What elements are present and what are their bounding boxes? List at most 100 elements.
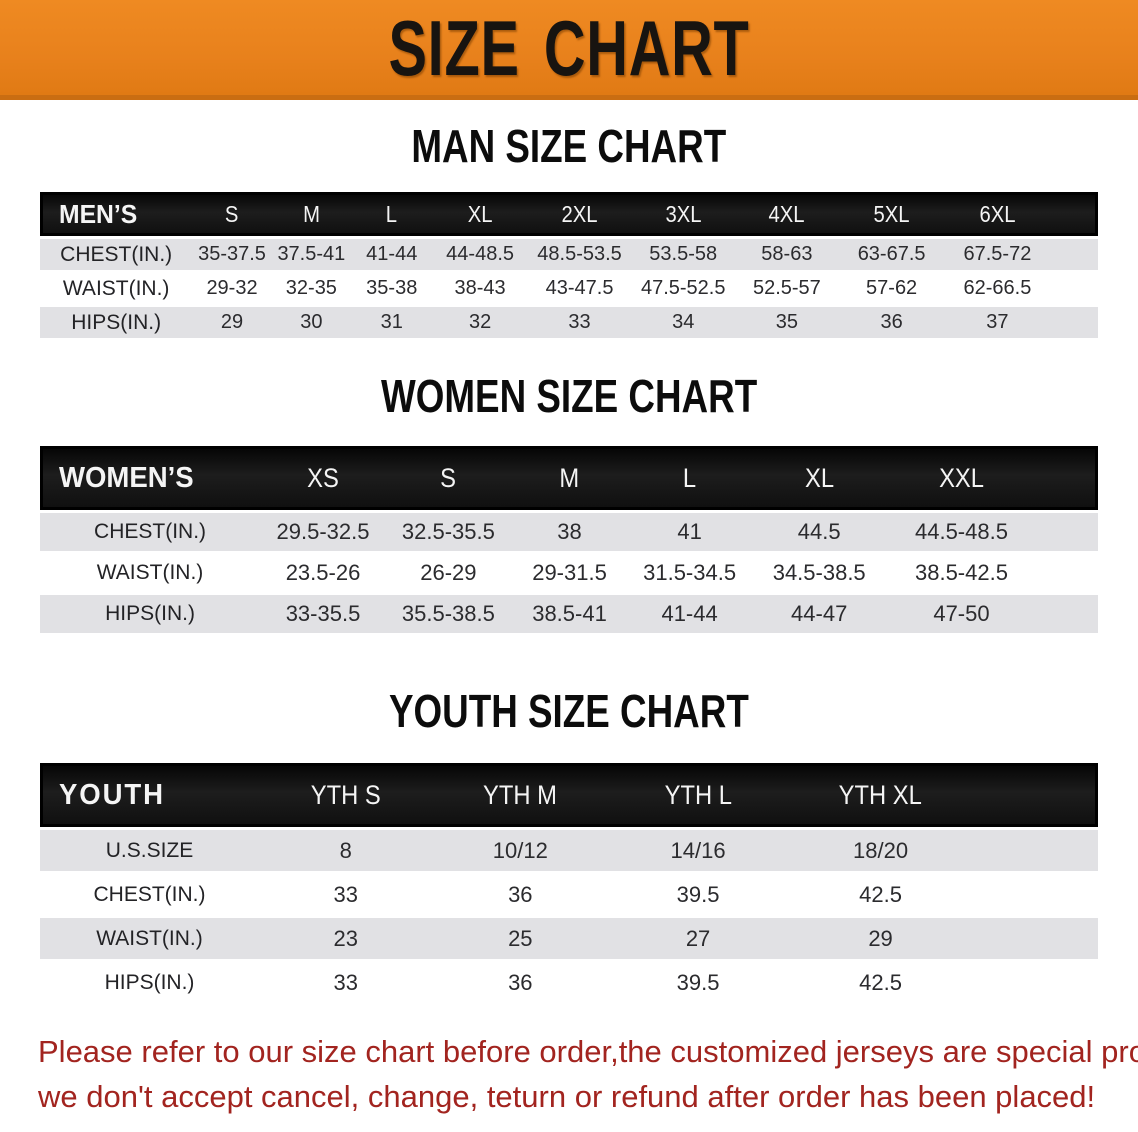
column-header: YTH S: [259, 763, 433, 827]
column-header-text: XS: [307, 462, 339, 493]
table-row-hips-in: HIPS(IN.) 33-35.5 35.5-38.5 38.5-41 41-44 44-…: [40, 592, 1098, 633]
disclaimer-line-2: we don't accept cancel, change, teturn o…: [38, 1079, 1096, 1114]
row-label: HIPS(IN.): [40, 592, 261, 633]
column-header-text: XXL: [939, 462, 984, 493]
table-row-hips-in: HIPS(IN.) 33 36 39.5 42.5: [40, 959, 1098, 1003]
column-header-text: YTH S: [310, 779, 381, 810]
size-value-cell: 29: [787, 915, 974, 959]
table-row-chest-in: CHEST(IN.) 33 36 39.5 42.5: [40, 871, 1098, 915]
section-title-text: YOUTH SIZE CHART: [389, 685, 749, 737]
row-filler-cell: [1035, 510, 1098, 551]
size-value-cell: 62-66.5: [944, 270, 1051, 304]
column-header-text: M: [302, 200, 320, 227]
row-label: U.S.SIZE: [40, 827, 259, 871]
row-label: WAIST(IN.): [40, 551, 261, 592]
size-value-cell: 35-37.5: [192, 236, 272, 270]
size-value-cell: 33: [259, 959, 433, 1003]
row-label: CHEST(IN.): [40, 871, 259, 915]
size-value-cell: 35: [735, 304, 839, 338]
column-header-text: 2XL: [561, 200, 598, 227]
table-label-header: WOMEN’S: [40, 446, 261, 510]
size-value-cell: 34.5-38.5: [750, 551, 888, 592]
size-value-cell: 26-29: [385, 551, 511, 592]
size-value-cell: 32.5-35.5: [385, 510, 511, 551]
column-header-text: 3XL: [665, 200, 702, 227]
column-header: 5XL: [838, 192, 945, 236]
banner-title: SIZE CHART: [388, 3, 750, 92]
size-value-cell: 36: [838, 304, 945, 338]
size-value-cell: 41-44: [351, 236, 433, 270]
size-value-cell: 44-47: [750, 592, 888, 633]
size-value-cell: 36: [432, 871, 609, 915]
size-value-cell: 37: [944, 304, 1051, 338]
size-value-cell: 29.5-32.5: [260, 510, 386, 551]
column-header-text: L: [682, 462, 697, 493]
header-filler-cell: [973, 763, 1098, 827]
row-filler-cell: [973, 827, 1098, 871]
size-value-cell: 33: [259, 871, 433, 915]
size-value-cell: 29: [192, 304, 272, 338]
youth-size-table: YOUTH YTH S YTH M YTH L YTH XL U.S.SIZE 8 10/12…: [40, 763, 1098, 1003]
table-row-waist-in: WAIST(IN.) 29-32 32-35 35-38 38-43 43-47.5 47.…: [40, 270, 1098, 304]
column-header: 2XL: [527, 192, 632, 236]
table-row-waist-in: WAIST(IN.) 23.5-26 26-29 29-31.5 31.5-34.5 34…: [40, 551, 1098, 592]
column-header: YTH XL: [787, 763, 974, 827]
table-row-waist-in: WAIST(IN.) 23 25 27 29: [40, 915, 1098, 959]
row-filler-cell: [973, 871, 1098, 915]
column-header: S: [192, 192, 272, 236]
size-value-cell: 63-67.5: [838, 236, 945, 270]
column-header: S: [385, 446, 511, 510]
size-value-cell: 23: [259, 915, 433, 959]
size-value-cell: 58-63: [735, 236, 839, 270]
size-value-cell: 39.5: [608, 871, 788, 915]
column-header-text: L: [386, 200, 398, 227]
header-row: WOMEN’S XS S M L XL XXL: [40, 446, 1098, 510]
size-value-cell: 35-38: [351, 270, 433, 304]
size-value-cell: 42.5: [787, 871, 974, 915]
column-header-text: XL: [804, 462, 834, 493]
size-value-cell: 57-62: [838, 270, 945, 304]
row-filler-cell: [1050, 304, 1098, 338]
size-value-cell: 33: [527, 304, 632, 338]
table-row-chest-in: CHEST(IN.) 29.5-32.5 32.5-35.5 38 41 44.5 44.5…: [40, 510, 1098, 551]
disclaimer-line-1: Please refer to our size chart before or…: [38, 1034, 1138, 1069]
section-women: WOMEN SIZE CHART WOMEN’S XS S M L XL XXL CHEST(I…: [0, 372, 1138, 633]
size-value-cell: 37.5-41: [271, 236, 352, 270]
row-filler-cell: [1035, 592, 1098, 633]
table-row-hips-in: HIPS(IN.) 29 30 31 32 33 34 35 36 37: [40, 304, 1098, 338]
size-value-cell: 10/12: [432, 827, 609, 871]
size-value-cell: 33-35.5: [260, 592, 386, 633]
size-value-cell: 53.5-58: [631, 236, 736, 270]
column-header-text: 4XL: [768, 200, 805, 227]
column-header: 6XL: [944, 192, 1051, 236]
size-value-cell: 36: [432, 959, 609, 1003]
column-header: YTH M: [432, 763, 609, 827]
size-value-cell: 30: [271, 304, 352, 338]
men-size-table: MEN’S S M L XL 2XL 3XL 4XL 5XL 6XL CHEST(IN.) 35-37…: [40, 192, 1098, 338]
header-row: YOUTH YTH S YTH M YTH L YTH XL: [40, 763, 1098, 827]
size-value-cell: 38: [510, 510, 629, 551]
size-value-cell: 41-44: [628, 592, 751, 633]
row-filler-cell: [973, 915, 1098, 959]
column-header-text: YOUTH: [59, 778, 165, 811]
column-header: L: [351, 192, 433, 236]
size-value-cell: 67.5-72: [944, 236, 1051, 270]
size-value-cell: 48.5-53.5: [527, 236, 632, 270]
section-title-text: WOMEN SIZE CHART: [380, 370, 758, 422]
row-label: CHEST(IN.): [40, 236, 193, 270]
row-label: HIPS(IN.): [40, 304, 193, 338]
column-header-text: YTH XL: [838, 779, 923, 810]
column-header: 4XL: [735, 192, 839, 236]
table-row-u-s-size: U.S.SIZE 8 10/12 14/16 18/20: [40, 827, 1098, 871]
row-label: WAIST(IN.): [40, 915, 259, 959]
row-filler-cell: [973, 959, 1098, 1003]
section-youth: YOUTH SIZE CHART YOUTH YTH S YTH M YTH L YTH …: [0, 687, 1138, 1003]
row-filler-cell: [1035, 551, 1098, 592]
section-title-men: MAN SIZE CHART: [0, 122, 1138, 170]
size-value-cell: 47-50: [887, 592, 1036, 633]
column-header-text: YTH L: [664, 779, 732, 810]
section-title-women: WOMEN SIZE CHART: [0, 372, 1138, 420]
row-label: WAIST(IN.): [40, 270, 193, 304]
size-value-cell: 38-43: [432, 270, 528, 304]
column-header-text: 6XL: [979, 200, 1016, 227]
